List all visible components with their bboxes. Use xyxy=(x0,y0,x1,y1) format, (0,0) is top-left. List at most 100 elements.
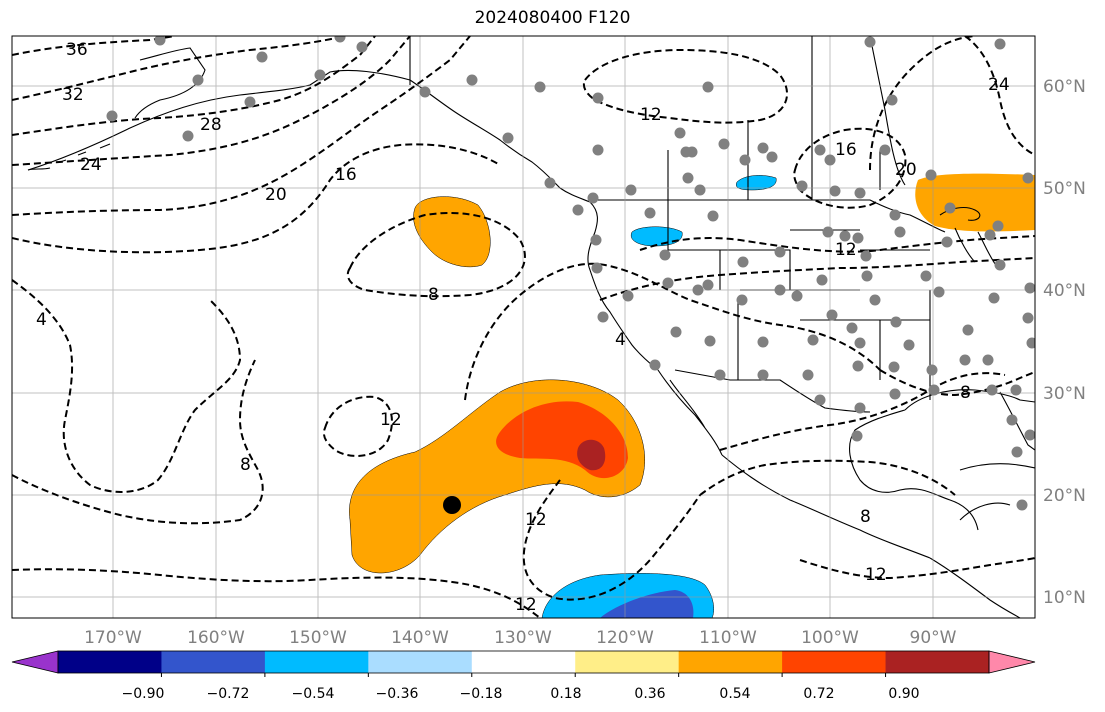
station-dot xyxy=(839,230,851,242)
station-dot xyxy=(886,94,898,106)
contour-label-8-gulf: 8 xyxy=(860,507,871,527)
contour-12-diag xyxy=(522,479,701,601)
station-dot xyxy=(807,334,819,346)
station-dot xyxy=(774,284,786,296)
cb-label-1: −0.72 xyxy=(207,686,250,702)
station-dot xyxy=(869,294,881,306)
station-dot xyxy=(791,290,803,302)
station-dot xyxy=(466,74,478,86)
station-dot xyxy=(572,204,584,216)
central-america xyxy=(929,557,1021,618)
station-dot xyxy=(702,81,714,93)
cb-label-0: −0.90 xyxy=(122,686,165,702)
station-markers xyxy=(106,36,1035,511)
colorbar-segment xyxy=(471,651,576,673)
contour-28 xyxy=(12,36,376,136)
blue-shade-montana xyxy=(630,226,683,247)
contour-label-8-southeast: 8 xyxy=(960,383,971,403)
cb-label-5: 0.18 xyxy=(550,686,581,702)
station-dot xyxy=(622,290,634,302)
station-dot xyxy=(1016,499,1028,511)
station-dot xyxy=(889,388,901,400)
contour-label-16: 16 xyxy=(335,165,357,185)
hudson-bay xyxy=(869,36,906,186)
station-dot xyxy=(662,277,674,289)
station-dot xyxy=(739,154,751,166)
station-dot xyxy=(419,86,431,98)
lon-label-170w: 170°W xyxy=(84,628,142,648)
station-dot xyxy=(670,326,682,338)
contour-8-us xyxy=(599,257,1035,301)
contour-label-12-bottom: 12 xyxy=(515,595,537,615)
station-dot xyxy=(766,151,778,163)
station-dot xyxy=(920,270,932,282)
station-dot xyxy=(1010,384,1022,396)
cb-label-8: 0.72 xyxy=(803,686,834,702)
station-dot xyxy=(592,144,604,156)
station-dot xyxy=(674,127,686,139)
station-dot xyxy=(714,369,726,381)
station-dot xyxy=(802,369,814,381)
contour-label-8-west: 8 xyxy=(240,455,251,475)
cb-label-9: 0.90 xyxy=(888,686,919,702)
station-dot xyxy=(854,402,866,414)
station-dot xyxy=(502,132,514,144)
station-dot xyxy=(644,207,656,219)
contour-label-12-south: 12 xyxy=(865,565,887,585)
contour-label-4-west: 4 xyxy=(36,310,47,330)
colorbar-segment xyxy=(161,651,266,673)
station-dot xyxy=(861,270,873,282)
lat-label-40n: 40°N xyxy=(1043,281,1086,301)
station-dot xyxy=(984,229,996,241)
station-dot xyxy=(959,354,971,366)
contour-label-spare-3: 8 xyxy=(1045,0,1056,5)
gulf-coast-north xyxy=(904,389,1035,411)
station-dot xyxy=(852,232,864,244)
lat-label-60n: 60°N xyxy=(1043,77,1086,97)
station-dot xyxy=(928,384,940,396)
contour-label-20: 20 xyxy=(265,185,287,205)
cuba xyxy=(959,463,1035,471)
station-dot xyxy=(625,184,637,196)
station-dot xyxy=(860,250,872,262)
contour-4-west xyxy=(12,279,242,493)
station-dot xyxy=(986,384,998,396)
colorbar-extend-max xyxy=(988,650,1036,674)
yucatan xyxy=(959,502,1011,521)
station-dot xyxy=(903,339,915,351)
colorbar-segment xyxy=(368,651,473,673)
station-dot xyxy=(757,336,769,348)
station-dot xyxy=(889,209,901,221)
contour-label-12-small: 12 xyxy=(380,410,402,430)
lat-label-30n: 30°N xyxy=(1043,384,1086,404)
station-dot xyxy=(356,41,368,53)
station-dot xyxy=(702,279,714,291)
colorbar-tick-labels: −0.90 −0.72 −0.54 −0.36 −0.18 0.18 0.36 … xyxy=(122,686,920,702)
station-dot xyxy=(1022,312,1034,324)
contour-label-12-us: 12 xyxy=(835,240,857,260)
contour-12-south xyxy=(799,557,1035,580)
colorbar xyxy=(11,650,1036,677)
station-dot xyxy=(544,177,556,189)
contour-labels: 36 32 28 24 20 16 12 8 4 12 16 20 24 12 … xyxy=(36,0,1056,615)
contour-label-20-east: 20 xyxy=(895,160,917,180)
station-dot xyxy=(854,187,866,199)
us-canada-border xyxy=(598,199,946,233)
aleutian-chain xyxy=(27,143,111,171)
station-dot xyxy=(592,92,604,104)
station-dot xyxy=(814,144,826,156)
contour-8-southeast xyxy=(879,369,1035,397)
station-dot xyxy=(894,226,906,238)
station-dot xyxy=(994,38,1006,50)
station-dot xyxy=(816,274,828,286)
station-dot xyxy=(736,294,748,306)
contour-16 xyxy=(12,143,501,254)
contour-label-12-canada: 12 xyxy=(640,105,662,125)
station-dot xyxy=(925,169,937,181)
station-dot xyxy=(587,192,599,204)
contour-label-24-east: 24 xyxy=(988,75,1010,95)
station-dot xyxy=(1024,282,1035,294)
contour-8-west xyxy=(12,359,264,525)
cb-label-3: −0.36 xyxy=(376,686,419,702)
colorbar-extend-min xyxy=(11,650,59,674)
